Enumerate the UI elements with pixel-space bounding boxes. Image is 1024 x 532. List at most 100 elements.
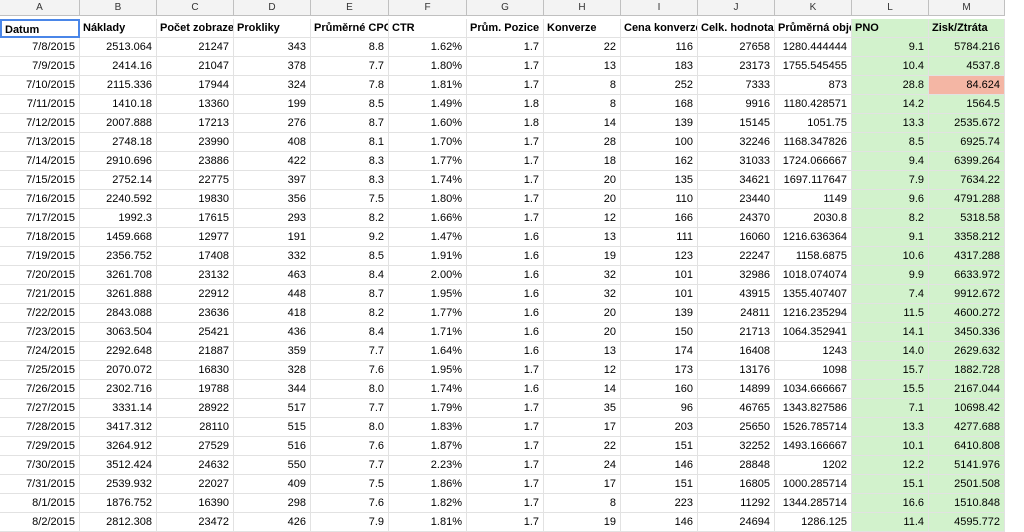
header-cell[interactable]: Cena konverze: [621, 19, 698, 38]
data-cell[interactable]: 20: [544, 304, 621, 323]
data-cell[interactable]: 22: [544, 437, 621, 456]
data-cell[interactable]: 515: [234, 418, 311, 437]
data-cell[interactable]: 24811: [698, 304, 775, 323]
data-cell[interactable]: 12977: [157, 228, 234, 247]
data-cell[interactable]: 1876.752: [80, 494, 157, 513]
data-cell[interactable]: 7/28/2015: [0, 418, 80, 437]
header-cell[interactable]: Počet zobrazení: [157, 19, 234, 38]
data-cell[interactable]: 1.7: [467, 361, 544, 380]
data-cell[interactable]: 21887: [157, 342, 234, 361]
data-cell[interactable]: 1564.5: [929, 95, 1005, 114]
data-cell[interactable]: 21247: [157, 38, 234, 57]
data-cell[interactable]: 1.79%: [389, 399, 467, 418]
data-cell[interactable]: 19: [544, 247, 621, 266]
column-header-c[interactable]: C: [157, 0, 234, 16]
data-cell[interactable]: 101: [621, 266, 698, 285]
data-cell[interactable]: 1.95%: [389, 285, 467, 304]
data-cell[interactable]: 1724.066667: [775, 152, 852, 171]
column-header-f[interactable]: F: [389, 0, 467, 16]
data-cell[interactable]: 100: [621, 133, 698, 152]
data-cell[interactable]: 550: [234, 456, 311, 475]
data-cell[interactable]: 135: [621, 171, 698, 190]
data-cell[interactable]: 7.6: [311, 494, 389, 513]
data-cell[interactable]: 10.6: [852, 247, 929, 266]
data-cell[interactable]: 24632: [157, 456, 234, 475]
data-cell[interactable]: 191: [234, 228, 311, 247]
data-cell[interactable]: 146: [621, 513, 698, 532]
data-cell[interactable]: 16.6: [852, 494, 929, 513]
data-cell[interactable]: 9912.672: [929, 285, 1005, 304]
data-cell[interactable]: 4317.288: [929, 247, 1005, 266]
data-cell[interactable]: 203: [621, 418, 698, 437]
data-cell[interactable]: 2007.888: [80, 114, 157, 133]
data-cell[interactable]: 14.2: [852, 95, 929, 114]
data-cell[interactable]: 13.3: [852, 114, 929, 133]
data-cell[interactable]: 1526.785714: [775, 418, 852, 437]
data-cell[interactable]: 1.83%: [389, 418, 467, 437]
data-cell[interactable]: 298: [234, 494, 311, 513]
data-cell[interactable]: 11.5: [852, 304, 929, 323]
data-cell[interactable]: 2910.696: [80, 152, 157, 171]
data-cell[interactable]: 7634.22: [929, 171, 1005, 190]
data-cell[interactable]: 397: [234, 171, 311, 190]
data-cell[interactable]: 7/22/2015: [0, 304, 80, 323]
header-cell[interactable]: Průměrné CPC: [311, 19, 389, 38]
data-cell[interactable]: 2501.508: [929, 475, 1005, 494]
data-cell[interactable]: 25421: [157, 323, 234, 342]
data-cell[interactable]: 7/29/2015: [0, 437, 80, 456]
data-cell[interactable]: 1493.166667: [775, 437, 852, 456]
data-cell[interactable]: 2070.072: [80, 361, 157, 380]
data-cell[interactable]: 422: [234, 152, 311, 171]
data-cell[interactable]: 2.23%: [389, 456, 467, 475]
data-cell[interactable]: 1.7: [467, 152, 544, 171]
column-header-a[interactable]: A: [0, 0, 80, 16]
data-cell[interactable]: 7.7: [311, 456, 389, 475]
data-cell[interactable]: 16060: [698, 228, 775, 247]
data-cell[interactable]: 15.7: [852, 361, 929, 380]
data-cell[interactable]: 8: [544, 95, 621, 114]
data-cell[interactable]: 17615: [157, 209, 234, 228]
data-cell[interactable]: 1.80%: [389, 57, 467, 76]
data-cell[interactable]: 35: [544, 399, 621, 418]
data-cell[interactable]: 13: [544, 342, 621, 361]
data-cell[interactable]: 16805: [698, 475, 775, 494]
data-cell[interactable]: 28848: [698, 456, 775, 475]
data-cell[interactable]: 16408: [698, 342, 775, 361]
data-cell[interactable]: 34621: [698, 171, 775, 190]
column-header-j[interactable]: J: [698, 0, 775, 16]
data-cell[interactable]: 1.6: [467, 342, 544, 361]
data-cell[interactable]: 1018.074074: [775, 266, 852, 285]
data-cell[interactable]: 12: [544, 361, 621, 380]
data-cell[interactable]: 7.7: [311, 57, 389, 76]
data-cell[interactable]: 3261.888: [80, 285, 157, 304]
data-cell[interactable]: 5318.58: [929, 209, 1005, 228]
data-cell[interactable]: 9.4: [852, 152, 929, 171]
data-cell[interactable]: 1180.428571: [775, 95, 852, 114]
data-cell[interactable]: 1280.444444: [775, 38, 852, 57]
data-cell[interactable]: 23173: [698, 57, 775, 76]
data-cell[interactable]: 27529: [157, 437, 234, 456]
data-cell[interactable]: 4600.272: [929, 304, 1005, 323]
data-cell[interactable]: 28922: [157, 399, 234, 418]
column-header-i[interactable]: I: [621, 0, 698, 16]
data-cell[interactable]: 1149: [775, 190, 852, 209]
data-cell[interactable]: 2030.8: [775, 209, 852, 228]
data-cell[interactable]: 1.7: [467, 494, 544, 513]
data-cell[interactable]: 7.5: [311, 475, 389, 494]
data-cell[interactable]: 1.6: [467, 380, 544, 399]
data-cell[interactable]: 21713: [698, 323, 775, 342]
data-cell[interactable]: 19: [544, 513, 621, 532]
data-cell[interactable]: 22027: [157, 475, 234, 494]
data-cell[interactable]: 463: [234, 266, 311, 285]
data-cell[interactable]: 1.70%: [389, 133, 467, 152]
data-cell[interactable]: 4791.288: [929, 190, 1005, 209]
header-cell[interactable]: CTR: [389, 19, 467, 38]
data-cell[interactable]: 23886: [157, 152, 234, 171]
header-cell[interactable]: Zisk/Ztráta: [929, 19, 1005, 38]
data-cell[interactable]: 13: [544, 228, 621, 247]
data-cell[interactable]: 17213: [157, 114, 234, 133]
data-cell[interactable]: 12: [544, 209, 621, 228]
data-cell[interactable]: 2414.16: [80, 57, 157, 76]
column-header-m[interactable]: M: [929, 0, 1005, 16]
data-cell[interactable]: 19830: [157, 190, 234, 209]
